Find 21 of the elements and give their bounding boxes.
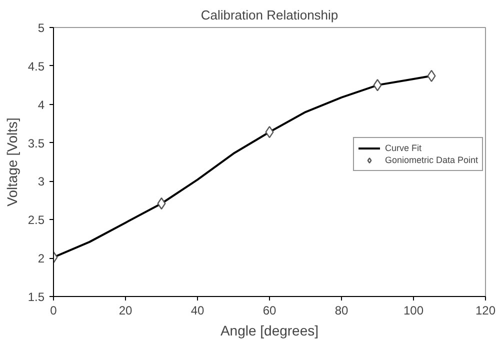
legend-label: Goniometric Data Point xyxy=(385,154,478,166)
y-tick-label: 5 xyxy=(38,21,45,35)
y-tick-label: 2 xyxy=(38,252,45,266)
y-tick-label: 4 xyxy=(38,98,45,112)
y-axis-title: Voltage [Volts] xyxy=(4,118,20,206)
x-tick-label: 20 xyxy=(118,304,132,318)
legend-label: Curve Fit xyxy=(385,142,422,154)
y-tick-label: 3 xyxy=(38,174,45,189)
x-tick-label: 40 xyxy=(190,304,204,318)
x-axis-title: Angle [degrees] xyxy=(220,322,319,338)
y-tick-label: 2.5 xyxy=(28,213,45,228)
x-tick-label: 120 xyxy=(475,304,496,318)
x-tick-label: 80 xyxy=(334,304,348,318)
point xyxy=(373,79,382,92)
y-tick-label: 1.5 xyxy=(28,290,45,304)
x-tick-label: 60 xyxy=(262,304,276,318)
chart-title: Calibration Relationship xyxy=(200,8,338,22)
x-tick-label: 0 xyxy=(50,304,58,318)
y-tick-label: 3.5 xyxy=(28,136,45,150)
x-tick-label: 100 xyxy=(403,304,424,318)
y-tick-label: 4.5 xyxy=(28,59,45,74)
